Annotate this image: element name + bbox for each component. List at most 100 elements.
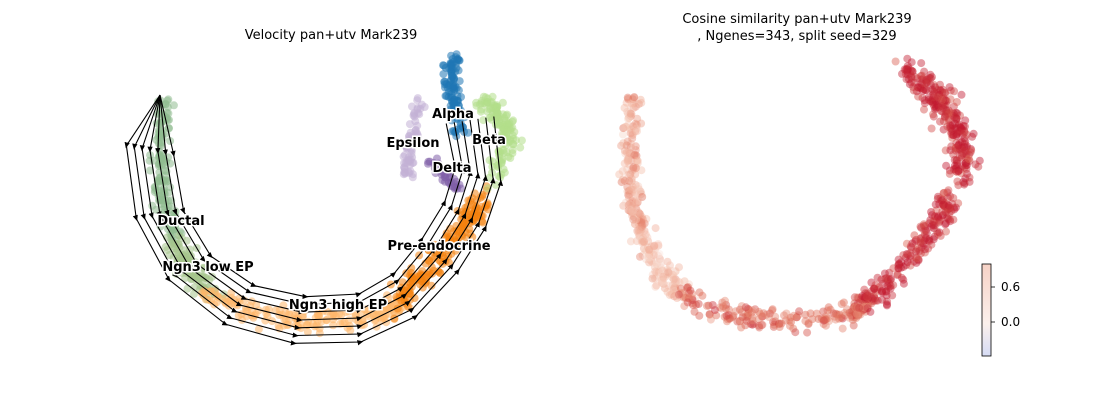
scatter-point <box>625 149 634 158</box>
scatter-point <box>685 289 693 298</box>
scatter-point <box>960 140 969 148</box>
scatter-point <box>939 117 948 126</box>
scatter-point <box>641 255 650 263</box>
scatter-point <box>769 318 778 326</box>
scatter-point <box>938 107 947 116</box>
scatter-point <box>935 90 944 99</box>
scatter-point <box>636 95 645 104</box>
scatter-point <box>624 121 633 129</box>
scatter-point <box>914 83 923 92</box>
scatter-point <box>907 58 916 67</box>
scatter-point <box>624 201 633 209</box>
scatter-point <box>917 243 926 252</box>
scatter-point <box>698 291 707 300</box>
scatter-point <box>913 254 922 263</box>
scatter-point <box>920 96 929 105</box>
scatter-point <box>633 226 642 235</box>
scatter-point <box>748 306 757 315</box>
scatter-point <box>390 314 399 323</box>
scatter-point <box>628 95 637 104</box>
scatter-point <box>841 311 849 320</box>
scatter-point <box>948 121 957 130</box>
scatter-point <box>877 286 886 295</box>
scatter-point <box>721 296 729 305</box>
scatter-point <box>826 305 835 314</box>
scatter-point <box>852 314 861 322</box>
scatter-point <box>851 305 860 314</box>
scatter-point <box>850 293 859 302</box>
scatter-point <box>954 121 963 130</box>
scatter-point <box>974 162 983 171</box>
scatter-point <box>923 75 931 84</box>
scatter-point <box>628 197 637 206</box>
scatter-point <box>634 196 643 205</box>
scatter-point <box>651 224 660 233</box>
scatter-point <box>777 319 786 328</box>
scatter-point <box>945 169 954 178</box>
scatter-point <box>939 189 948 198</box>
scatter-point <box>903 70 912 79</box>
scatter-point <box>860 285 869 294</box>
scatter-point <box>894 255 903 264</box>
scatter-point <box>933 101 942 110</box>
scatter-point <box>857 304 866 313</box>
scatter-point <box>944 201 953 210</box>
scatter-point <box>928 87 937 96</box>
scatter-point <box>903 54 912 63</box>
scatter-point <box>951 165 960 173</box>
scatter-point <box>417 100 426 109</box>
scatter-point <box>917 223 926 232</box>
scatter-point <box>748 316 757 325</box>
scatter-point <box>673 294 681 302</box>
scatter-point <box>765 313 773 321</box>
scatter-point <box>668 270 677 279</box>
scatter-point <box>922 76 930 85</box>
scatter-point <box>956 138 965 147</box>
scatter-point <box>808 315 817 324</box>
scatter-point <box>672 286 680 295</box>
scatter-point <box>918 74 927 83</box>
scatter-point <box>628 182 637 191</box>
scatter-point <box>929 100 938 108</box>
scatter-point <box>637 222 646 231</box>
scatter-point <box>789 324 798 333</box>
scatter-point <box>926 97 935 106</box>
scatter-point <box>951 144 960 152</box>
scatter-point <box>927 208 936 216</box>
scatter-point <box>627 188 636 197</box>
scatter-point <box>659 274 668 283</box>
scatter-point <box>922 78 931 87</box>
scatter-point <box>949 203 958 212</box>
scatter-point <box>957 90 966 99</box>
scatter-point <box>887 274 895 283</box>
scatter-point <box>940 188 948 197</box>
scatter-point <box>946 95 955 104</box>
scatter-point <box>963 142 972 151</box>
scatter-point <box>854 302 863 311</box>
scatter-point <box>943 122 952 131</box>
scatter-point <box>957 143 966 152</box>
scatter-point <box>690 307 699 316</box>
scatter-point <box>346 326 355 335</box>
scatter-point <box>804 320 813 329</box>
scatter-point <box>891 57 900 66</box>
scatter-point <box>677 288 686 297</box>
scatter-point <box>748 313 757 322</box>
scatter-point <box>625 177 634 185</box>
scatter-point <box>938 94 947 103</box>
scatter-point <box>938 88 947 97</box>
scatter-point <box>631 164 640 173</box>
scatter-point <box>945 204 954 213</box>
scatter-point <box>650 241 659 250</box>
scatter-point <box>629 122 637 131</box>
scatter-point <box>940 101 949 109</box>
scatter-point <box>945 215 954 224</box>
scatter-point <box>939 125 948 134</box>
scatter-point <box>945 209 954 218</box>
scatter-point <box>927 240 936 249</box>
scatter-point <box>942 100 951 109</box>
scatter-point <box>668 281 677 290</box>
scatter-point <box>907 72 916 81</box>
scatter-point <box>659 278 667 287</box>
cosine-panel-title-line2: , Ngenes=343, split seed=329 <box>697 29 896 44</box>
